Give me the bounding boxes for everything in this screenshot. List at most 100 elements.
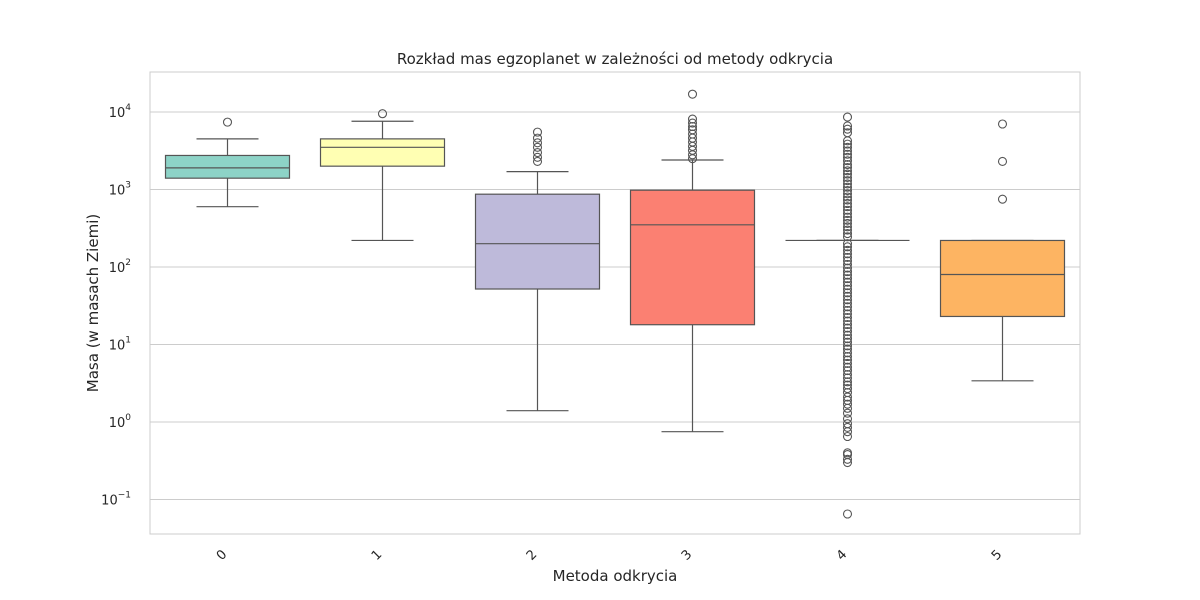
box-iqr	[939, 239, 1066, 318]
outlier-point	[842, 369, 853, 380]
outlier-point	[842, 323, 853, 333]
outlier-point	[842, 159, 853, 170]
outlier-point	[842, 362, 853, 372]
outlier-point	[687, 121, 698, 132]
outlier-point	[842, 270, 853, 280]
outlier-point	[842, 384, 853, 394]
outlier-point	[842, 121, 853, 131]
y-tick-label: 101	[109, 336, 131, 354]
outlier-point	[842, 222, 853, 232]
box-iqr	[319, 138, 446, 167]
box-group-5	[939, 119, 1066, 382]
outlier-point	[842, 128, 853, 138]
outlier-point	[842, 263, 853, 273]
outlier-point	[842, 185, 853, 196]
outlier-point	[842, 267, 853, 277]
outlier-point	[842, 316, 853, 326]
y-tick-label: 10−1	[101, 491, 131, 509]
outlier-point	[842, 212, 853, 222]
box-iqr	[474, 193, 601, 290]
outlier-point	[842, 202, 853, 212]
outlier-point	[842, 399, 853, 409]
outlier-point	[842, 274, 853, 284]
outlier-point	[842, 295, 853, 305]
outlier-point	[842, 355, 853, 365]
outlier-point	[842, 229, 853, 239]
y-tick-labels: 10−1 100 101 102 103 104	[101, 103, 131, 509]
gridlines	[150, 111, 1080, 500]
outlier-point	[842, 172, 853, 183]
outlier-point	[532, 127, 543, 137]
outlier-point	[842, 419, 853, 429]
outlier-point	[842, 366, 853, 376]
outlier-point	[842, 281, 853, 291]
box-group-1	[319, 109, 446, 242]
y-tick-label: 100	[109, 413, 132, 431]
outlier-point	[532, 156, 543, 167]
outlier-point	[842, 166, 853, 176]
box-iqr	[629, 189, 756, 326]
outlier-point	[842, 312, 853, 323]
outlier-point	[842, 341, 853, 351]
outlier-point	[842, 277, 853, 287]
outlier-point	[842, 337, 853, 347]
outlier-point	[532, 142, 543, 152]
box-group-4	[785, 112, 910, 519]
box-iqr	[164, 154, 291, 179]
outlier-point	[842, 156, 853, 166]
outlier-point	[997, 194, 1008, 204]
outlier-point	[997, 156, 1008, 167]
box-group-3	[629, 89, 756, 433]
outlier-point	[842, 162, 853, 173]
outlier-point	[532, 138, 543, 148]
outlier-point	[842, 348, 853, 358]
outlier-point	[842, 252, 853, 262]
outlier-point	[842, 124, 853, 134]
outlier-point	[842, 284, 853, 294]
outlier-point	[842, 182, 853, 192]
outlier-point	[842, 358, 853, 368]
outlier-point	[842, 377, 853, 387]
plot-frame	[149, 71, 1081, 535]
outlier-point	[842, 146, 853, 156]
outlier-point	[842, 208, 853, 219]
outlier-point	[842, 414, 853, 424]
outlier-point	[687, 125, 698, 135]
outlier-point	[842, 232, 853, 242]
outlier-point	[842, 169, 853, 179]
outlier-point	[842, 454, 853, 464]
chart-title: Rozkład mas egzoplanet w zależności od m…	[397, 50, 833, 68]
outlier-point	[842, 195, 853, 205]
outlier-point	[842, 112, 853, 122]
outlier-point	[842, 189, 853, 199]
outlier-point	[842, 291, 853, 301]
outlier-point	[842, 152, 853, 162]
outlier-point	[842, 330, 853, 340]
outlier-point	[377, 109, 388, 119]
outlier-point	[842, 225, 853, 235]
outlier-point	[532, 147, 543, 158]
outlier-point	[687, 118, 698, 128]
outlier-point	[222, 117, 233, 127]
y-tick-label: 103	[109, 181, 131, 199]
outlier-point	[532, 152, 543, 162]
outlier-point	[997, 119, 1008, 129]
outlier-point	[842, 448, 853, 458]
outlier-point	[842, 298, 853, 308]
outlier-point	[842, 242, 853, 252]
outlier-point	[842, 192, 853, 202]
outlier-point	[842, 302, 853, 312]
outlier-point	[842, 344, 853, 354]
outlier-point	[687, 114, 698, 124]
outlier-point	[842, 198, 853, 209]
y-axis-title: Masa (w masach Ziemi)	[84, 214, 102, 392]
outlier-point	[842, 509, 853, 519]
outlier-point	[842, 288, 853, 298]
outlier-point	[842, 179, 853, 189]
outlier-point	[842, 431, 853, 442]
box-group-2	[474, 127, 601, 412]
outlier-point	[842, 373, 853, 383]
y-tick-label: 104	[109, 103, 132, 121]
outlier-point	[842, 205, 853, 215]
